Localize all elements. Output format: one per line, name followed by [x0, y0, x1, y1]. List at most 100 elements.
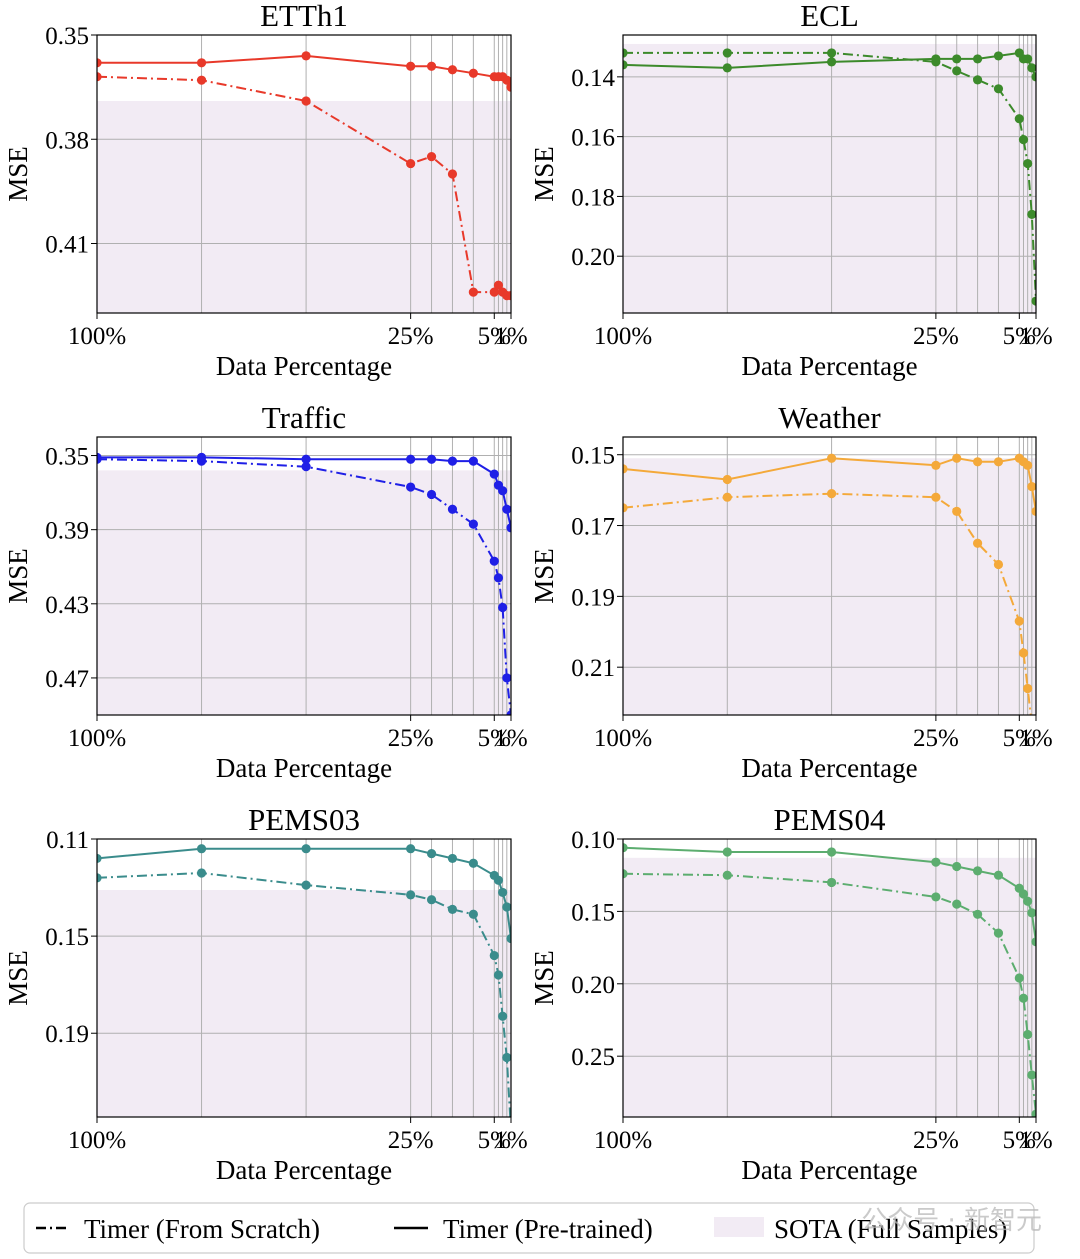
- x-tick-label: 1%: [494, 725, 527, 752]
- data-point-scratch: [426, 489, 437, 500]
- data-point-scratch: [1018, 135, 1029, 145]
- data-point-pretrained: [931, 857, 941, 867]
- data-point-pretrained: [498, 486, 508, 496]
- x-tick-label: 1%: [494, 323, 527, 350]
- data-point-pretrained: [196, 452, 207, 462]
- series-line-scratch: [97, 871, 511, 1117]
- y-tick-label: 0.20: [571, 972, 615, 999]
- data-point-pretrained: [931, 54, 941, 64]
- x-axis-label: Data Percentage: [741, 351, 917, 381]
- data-point-scratch: [506, 291, 511, 301]
- data-point-pretrained: [301, 454, 311, 464]
- data-point-scratch: [406, 158, 416, 169]
- data-point-pretrained: [196, 58, 207, 68]
- y-tick-label: 0.15: [571, 443, 615, 470]
- data-point-pretrained: [426, 848, 437, 859]
- legend-frame: [23, 1202, 1035, 1254]
- axes-frame: [96, 838, 512, 1118]
- data-point-pretrained: [972, 457, 983, 467]
- data-point-scratch: [952, 66, 962, 76]
- data-point-scratch: [972, 538, 983, 548]
- data-point-scratch: [447, 504, 458, 514]
- plot-area: [97, 452, 511, 715]
- y-tick-label: 0.43: [45, 592, 89, 619]
- x-tick-label: 5%: [1003, 1127, 1036, 1154]
- sota-band: [97, 101, 511, 314]
- data-point-scratch: [489, 556, 499, 566]
- chart-panel-ecl: 0.14 0.16 0.18 0.20 100% 25% 5%1% ECL Data Perce…: [529, 0, 1053, 381]
- data-point-scratch: [468, 287, 478, 297]
- y-tick-label: 0.19: [45, 1021, 89, 1048]
- x-tick-label: 5%: [478, 725, 511, 752]
- y-tick-label: 0.11: [46, 827, 89, 854]
- data-point-scratch: [426, 152, 437, 162]
- y-axis-label: MSE: [3, 950, 33, 1006]
- data-point-pretrained: [623, 60, 628, 70]
- data-point-pretrained: [406, 844, 416, 854]
- data-point-scratch: [1014, 114, 1024, 124]
- data-point-scratch: [447, 904, 458, 915]
- chart-title: PEMS03: [248, 802, 360, 837]
- data-point-scratch: [1014, 616, 1024, 626]
- legend: Timer (From Scratch) Timer (Pre-trained)…: [23, 1202, 1035, 1254]
- data-point-pretrained: [1027, 63, 1036, 73]
- data-point-scratch: [931, 492, 941, 502]
- chart-panel-pems03: 0.11 0.15 0.19 100% 25% 5%1% PEMS03 Data Percen…: [3, 802, 528, 1185]
- data-point-scratch: [623, 869, 628, 879]
- data-point-pretrained: [826, 847, 837, 857]
- x-tick-label: 25%: [913, 1127, 959, 1154]
- plot-area: [623, 453, 1036, 715]
- y-tick-label: 0.20: [571, 244, 615, 271]
- data-point-pretrained: [722, 847, 732, 857]
- data-point-scratch: [498, 602, 508, 613]
- data-point-scratch: [1018, 993, 1029, 1003]
- chart-panel-pems04: 0.10 0.15 0.20 0.25 100% 25% 5%1% PEMS04 Data Pe…: [529, 802, 1053, 1185]
- data-point-pretrained: [1023, 896, 1033, 906]
- chart-panel-etth1: 0.35 0.38 0.41 100% 25% 5%1% ETTh1 Data Percent…: [3, 0, 528, 381]
- x-tick-label: 5%: [1003, 725, 1036, 752]
- y-tick-label: 0.39: [45, 518, 89, 545]
- x-tick-label: 1%: [1019, 1127, 1052, 1154]
- data-point-pretrained: [468, 858, 478, 868]
- y-axis-label: MSE: [529, 950, 559, 1006]
- data-point-pretrained: [406, 454, 416, 464]
- data-point-scratch: [972, 75, 983, 85]
- data-point-pretrained: [952, 54, 962, 64]
- data-point-scratch: [301, 96, 311, 106]
- data-point-pretrained: [489, 469, 499, 479]
- data-point-pretrained: [826, 453, 837, 463]
- x-tick-label: 1%: [1019, 323, 1052, 350]
- axes-frame: [96, 436, 512, 716]
- data-point-pretrained: [502, 902, 511, 912]
- y-tick-label: 0.15: [45, 924, 89, 951]
- data-point-scratch: [1023, 158, 1033, 169]
- x-tick-label: 100%: [594, 323, 652, 350]
- data-point-scratch: [826, 489, 837, 499]
- series-line-scratch: [623, 492, 1032, 715]
- data-point-pretrained: [468, 68, 478, 78]
- data-point-scratch: [196, 868, 207, 878]
- data-point-scratch: [1027, 209, 1036, 219]
- chart-title: Traffic: [262, 400, 346, 435]
- y-tick-label: 0.14: [571, 65, 615, 92]
- data-point-scratch: [489, 950, 499, 961]
- data-point-scratch: [506, 710, 511, 715]
- plot-area: [97, 51, 511, 301]
- data-point-scratch: [826, 48, 837, 58]
- data-point-pretrained: [1031, 506, 1036, 516]
- sota-band: [97, 889, 511, 1117]
- data-point-scratch: [722, 48, 732, 58]
- data-point-scratch: [406, 482, 416, 492]
- data-point-scratch: [1018, 648, 1029, 658]
- data-point-pretrained: [502, 75, 511, 85]
- data-point-pretrained: [993, 457, 1004, 467]
- data-point-pretrained: [1023, 54, 1033, 64]
- data-point-scratch: [952, 899, 962, 909]
- data-point-pretrained: [972, 54, 983, 64]
- x-tick-label: 100%: [68, 1127, 126, 1154]
- legend-sota-label: SOTA (Full Samples): [774, 1214, 1007, 1244]
- data-point-scratch: [493, 573, 504, 583]
- data-point-pretrained: [826, 57, 837, 67]
- series-line-scratch: [623, 872, 1036, 1115]
- data-point-pretrained: [447, 65, 458, 75]
